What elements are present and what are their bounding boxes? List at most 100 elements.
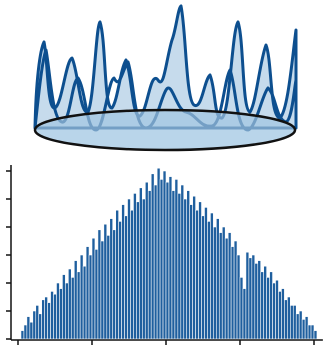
bar <box>242 288 247 340</box>
bar <box>287 296 291 340</box>
bar <box>254 263 259 340</box>
bar <box>307 324 312 340</box>
bar <box>239 277 244 340</box>
bar <box>65 282 69 340</box>
histogram <box>6 165 323 345</box>
wave-back <box>33 4 298 130</box>
bar <box>29 321 34 340</box>
bar <box>156 167 161 340</box>
bar <box>100 240 105 340</box>
bar <box>263 265 267 340</box>
bar <box>195 209 199 340</box>
bar <box>47 302 51 340</box>
bar <box>41 299 45 340</box>
bar <box>236 254 241 340</box>
bar <box>121 204 125 340</box>
bar <box>230 246 235 340</box>
bar <box>177 193 182 340</box>
bar <box>94 249 99 340</box>
bar <box>201 215 205 340</box>
bar <box>292 305 297 340</box>
bar <box>275 279 279 340</box>
bar <box>150 173 155 340</box>
bar <box>313 330 318 340</box>
bar <box>260 271 264 340</box>
bar <box>115 209 119 340</box>
bar <box>221 226 226 340</box>
bar <box>180 184 185 340</box>
bar <box>189 204 193 340</box>
bar <box>82 265 87 340</box>
bar <box>210 212 214 340</box>
bar <box>213 226 217 340</box>
bar <box>103 223 108 340</box>
bar <box>198 201 202 340</box>
bar <box>109 218 114 340</box>
bar <box>133 193 137 340</box>
bar <box>304 316 309 340</box>
bar <box>88 254 93 340</box>
bar <box>162 170 167 340</box>
bar <box>245 251 250 340</box>
crown-illustration <box>33 4 298 152</box>
bar <box>310 324 315 340</box>
bar <box>171 190 176 340</box>
bar <box>56 282 60 340</box>
bar <box>159 179 164 340</box>
bar <box>165 181 170 340</box>
ring-outline <box>33 108 297 152</box>
bar <box>127 198 131 340</box>
bar <box>53 293 57 340</box>
bar <box>35 305 40 340</box>
bar <box>153 184 158 340</box>
bar <box>186 190 190 340</box>
bar <box>62 274 66 340</box>
bar <box>301 319 306 340</box>
bar <box>79 254 84 340</box>
bar <box>130 209 134 340</box>
bar <box>278 291 282 340</box>
bar <box>224 237 229 340</box>
bar <box>106 235 111 340</box>
bar <box>70 277 75 340</box>
bar <box>295 313 300 340</box>
bar <box>216 218 220 340</box>
bar <box>23 324 28 340</box>
bar <box>68 268 72 340</box>
bar <box>139 187 143 340</box>
bar <box>227 232 232 340</box>
bar <box>257 260 262 340</box>
bar <box>281 288 285 340</box>
bar <box>218 232 223 340</box>
bar <box>248 257 253 340</box>
bar <box>269 271 273 340</box>
bar <box>192 195 196 340</box>
bar <box>26 316 31 340</box>
bar <box>38 313 42 340</box>
bar <box>174 179 179 340</box>
bar <box>97 229 102 340</box>
bar <box>118 221 122 340</box>
bar <box>272 282 276 340</box>
bar <box>142 198 146 340</box>
bar <box>50 291 54 340</box>
bar <box>204 207 208 340</box>
bar <box>124 215 128 340</box>
bar <box>298 310 303 340</box>
bar <box>207 221 211 340</box>
bar <box>76 271 81 340</box>
bar <box>91 237 96 340</box>
bar <box>112 229 116 340</box>
bar <box>290 305 294 340</box>
bar <box>85 246 90 340</box>
bar <box>44 296 48 340</box>
bar <box>20 330 25 340</box>
bar <box>183 198 188 340</box>
bar <box>233 240 238 340</box>
bar <box>284 299 288 340</box>
bar <box>266 277 270 340</box>
bar <box>168 176 173 340</box>
bar <box>144 181 149 340</box>
bar <box>147 190 152 340</box>
